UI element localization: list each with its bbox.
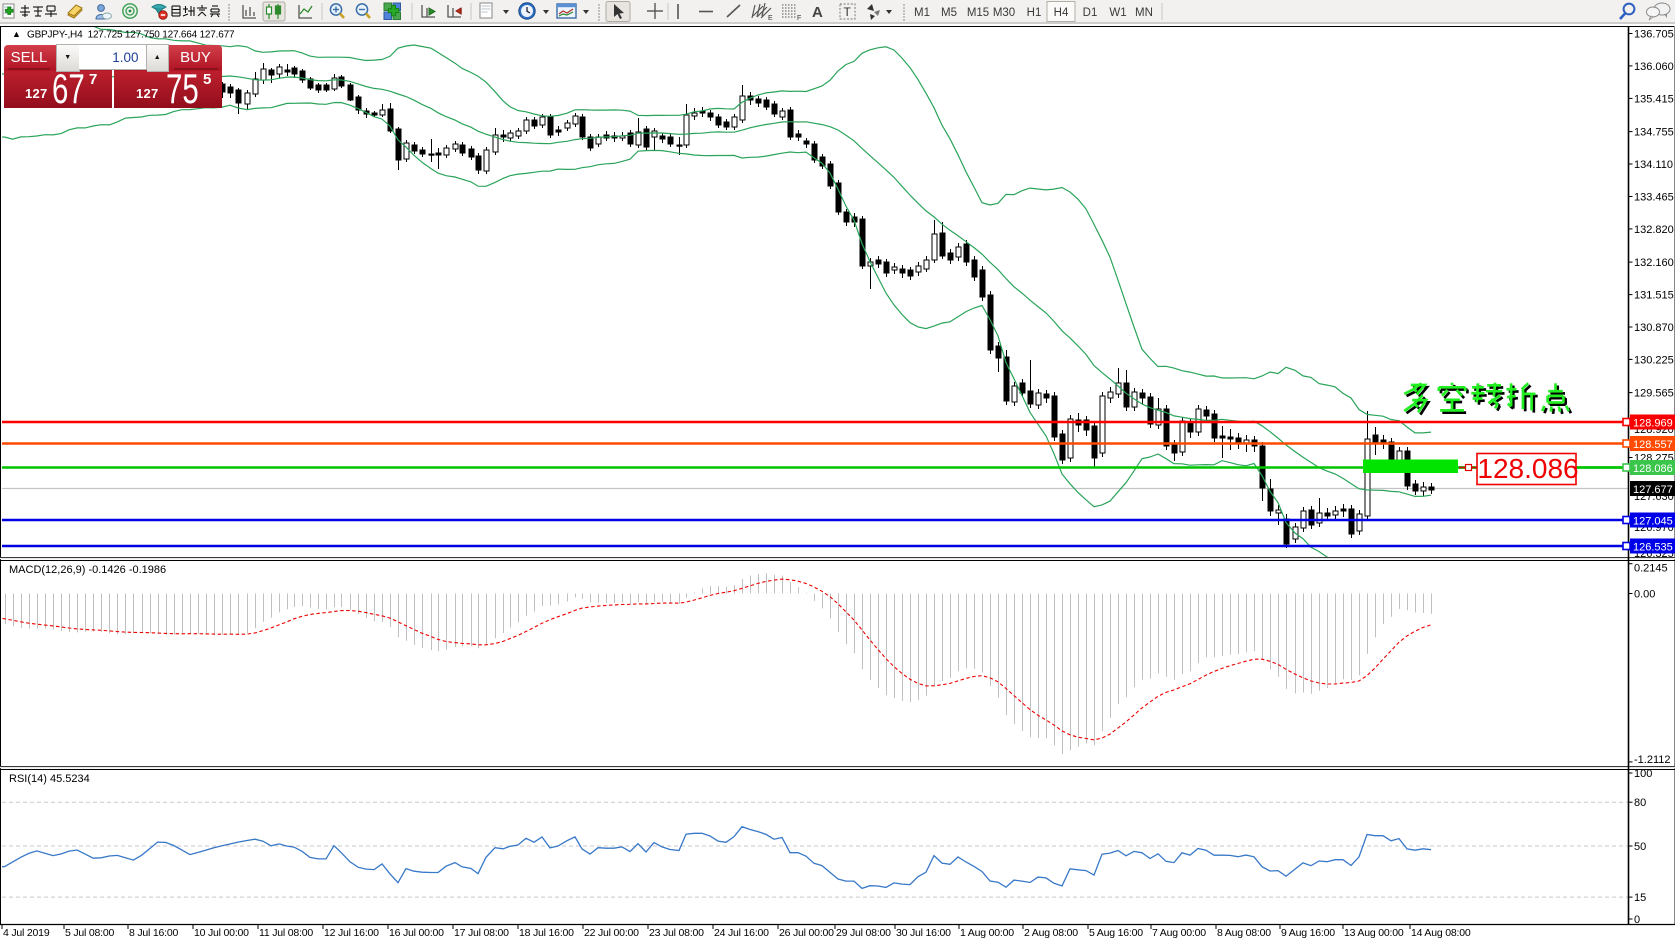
svg-text:13 Aug 00:00: 13 Aug 00:00 — [1344, 927, 1404, 939]
svg-text:22 Jul 00:00: 22 Jul 00:00 — [584, 927, 639, 939]
svg-text:29 Jul 08:00: 29 Jul 08:00 — [836, 927, 891, 939]
svg-text:10 Jul 00:00: 10 Jul 00:00 — [194, 927, 249, 939]
svg-text:▲: ▲ — [12, 29, 21, 39]
svg-text:128.969: 128.969 — [1633, 418, 1673, 430]
svg-text:D1: D1 — [1083, 7, 1098, 19]
svg-text:126.535: 126.535 — [1633, 542, 1673, 554]
svg-text:134.755: 134.755 — [1634, 127, 1674, 139]
svg-text:136.705: 136.705 — [1634, 29, 1674, 41]
svg-text:T: T — [844, 5, 852, 19]
svg-text:11 Jul 08:00: 11 Jul 08:00 — [259, 927, 313, 939]
svg-text:12 Jul 16:00: 12 Jul 16:00 — [324, 927, 379, 939]
svg-text:80: 80 — [1634, 797, 1646, 809]
svg-text:8 Jul 16:00: 8 Jul 16:00 — [129, 927, 179, 939]
svg-text:W1: W1 — [1109, 7, 1126, 19]
svg-text:18 Jul 16:00: 18 Jul 16:00 — [519, 927, 574, 939]
svg-text:128.086: 128.086 — [1477, 453, 1578, 484]
svg-text:RSI(14) 45.5234: RSI(14) 45.5234 — [9, 773, 90, 785]
svg-text:E: E — [768, 15, 773, 22]
svg-text:14 Aug 08:00: 14 Aug 08:00 — [1411, 927, 1471, 939]
svg-text:5 Aug 16:00: 5 Aug 16:00 — [1089, 927, 1143, 939]
svg-text:MACD(12,26,9) -0.1426 -0.1986: MACD(12,26,9) -0.1426 -0.1986 — [9, 564, 166, 576]
svg-text:135.415: 135.415 — [1634, 93, 1674, 105]
svg-text:5 Jul 08:00: 5 Jul 08:00 — [65, 927, 115, 939]
svg-text:129.565: 129.565 — [1634, 388, 1674, 400]
svg-text:23 Jul 08:00: 23 Jul 08:00 — [649, 927, 704, 939]
svg-text:M5: M5 — [941, 7, 957, 19]
svg-text:1 Aug 00:00: 1 Aug 00:00 — [960, 927, 1014, 939]
svg-text:132.160: 132.160 — [1634, 257, 1674, 269]
svg-text:4 Jul 2019: 4 Jul 2019 — [3, 927, 50, 939]
svg-text:0.00: 0.00 — [1634, 589, 1655, 601]
svg-text:130.870: 130.870 — [1634, 322, 1674, 334]
svg-text:127.677: 127.677 — [1633, 484, 1673, 496]
svg-text:15: 15 — [1634, 892, 1646, 904]
svg-text:132.820: 132.820 — [1634, 224, 1674, 236]
svg-text:M1: M1 — [914, 7, 930, 19]
svg-text:130.225: 130.225 — [1634, 354, 1674, 366]
svg-text:100: 100 — [1634, 768, 1652, 780]
svg-text:26 Jul 00:00: 26 Jul 00:00 — [779, 927, 834, 939]
svg-text:128.557: 128.557 — [1633, 439, 1673, 451]
svg-text:2 Aug 08:00: 2 Aug 08:00 — [1024, 927, 1078, 939]
svg-text:7 Aug 00:00: 7 Aug 00:00 — [1152, 927, 1206, 939]
svg-text:H1: H1 — [1027, 7, 1042, 19]
svg-text:A: A — [812, 4, 823, 21]
svg-text:M15: M15 — [967, 7, 989, 19]
svg-text:136.060: 136.060 — [1634, 61, 1674, 73]
svg-text:17 Jul 08:00: 17 Jul 08:00 — [454, 927, 509, 939]
svg-text:0.2145: 0.2145 — [1634, 563, 1668, 575]
svg-text:H4: H4 — [1054, 7, 1069, 19]
svg-text:24 Jul 16:00: 24 Jul 16:00 — [714, 927, 769, 939]
svg-text:MN: MN — [1135, 7, 1153, 19]
svg-text:30 Jul 16:00: 30 Jul 16:00 — [896, 927, 951, 939]
svg-text:GBPJPY-,H4 127.725 127.750 12: GBPJPY-,H4 127.725 127.750 127.664 127.6… — [27, 30, 235, 41]
svg-text:133.465: 133.465 — [1634, 192, 1674, 204]
svg-text:-1.2112: -1.2112 — [1634, 754, 1671, 766]
svg-text:127.045: 127.045 — [1633, 516, 1673, 528]
svg-text:8 Aug 08:00: 8 Aug 08:00 — [1217, 927, 1271, 939]
svg-text:9 Aug 16:00: 9 Aug 16:00 — [1281, 927, 1335, 939]
svg-text:50: 50 — [1634, 841, 1646, 853]
svg-text:16 Jul 00:00: 16 Jul 00:00 — [389, 927, 444, 939]
svg-text:128.086: 128.086 — [1633, 463, 1673, 475]
svg-text:131.515: 131.515 — [1634, 290, 1674, 302]
svg-text:134.110: 134.110 — [1634, 159, 1673, 171]
svg-text:M30: M30 — [993, 7, 1015, 19]
svg-text:0: 0 — [1634, 914, 1640, 926]
svg-text:F: F — [797, 15, 801, 22]
